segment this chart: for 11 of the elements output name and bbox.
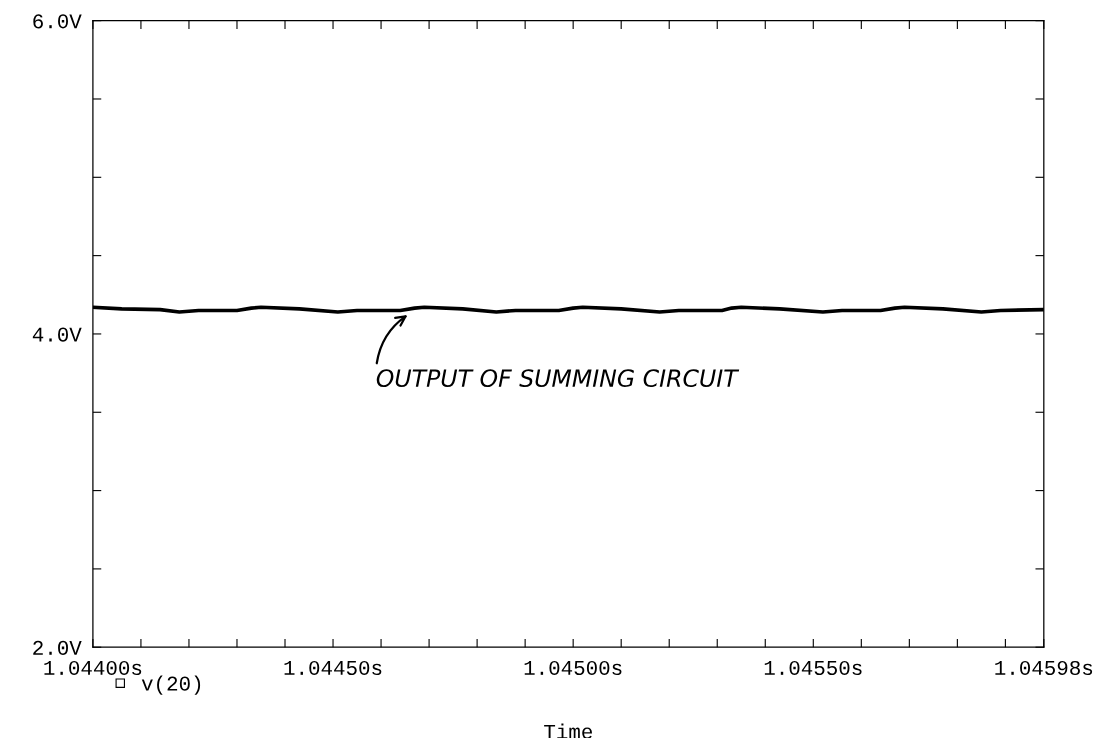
- x-tick-label: 1.04450s: [284, 660, 382, 676]
- y-tick-label: 6.0V: [33, 14, 82, 29]
- x-axis-title: Time: [544, 723, 592, 738]
- x-tick-label: 1.04598s: [995, 660, 1093, 676]
- y-tick-label: 2.0V: [33, 640, 82, 655]
- y-tick-label: 4.0V: [32, 327, 82, 342]
- x-tick-label: 1.04400s: [44, 660, 142, 676]
- legend-label: v(20): [141, 675, 201, 695]
- x-tick-label: 1.04550s: [764, 660, 862, 676]
- annotation: OUTPUT OF SUMMING CIRCUIT: [376, 369, 740, 388]
- x-tick-label: 1.04500s: [524, 660, 622, 676]
